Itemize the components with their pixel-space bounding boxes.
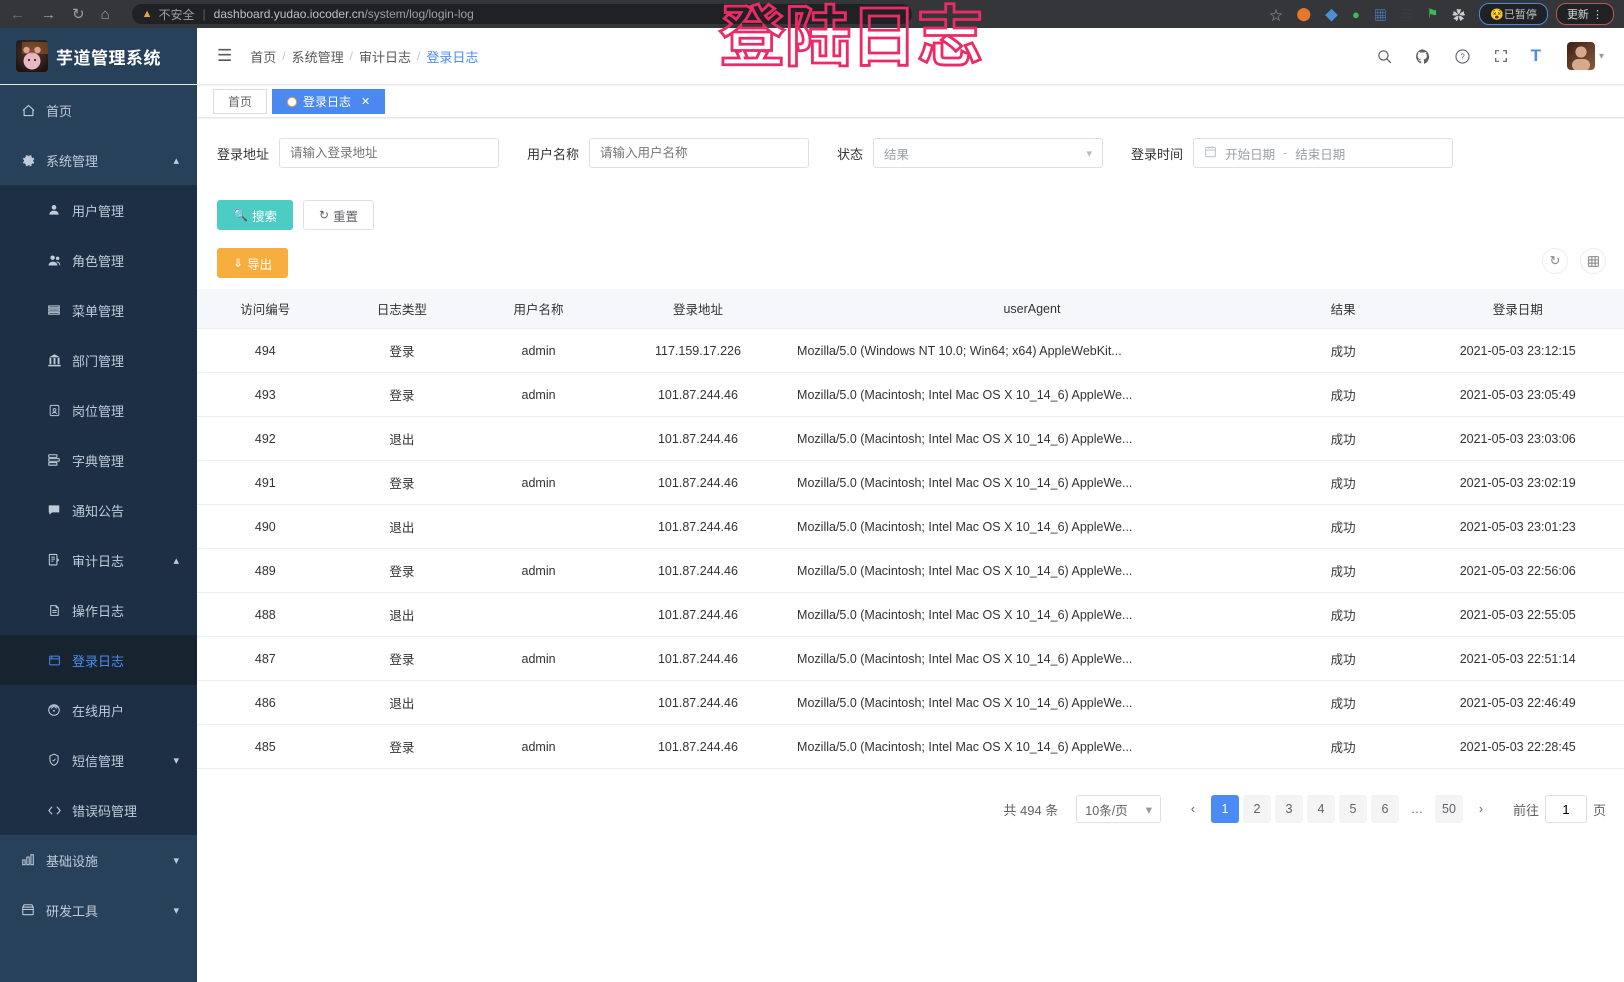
svg-text:?: ? xyxy=(1460,52,1465,61)
